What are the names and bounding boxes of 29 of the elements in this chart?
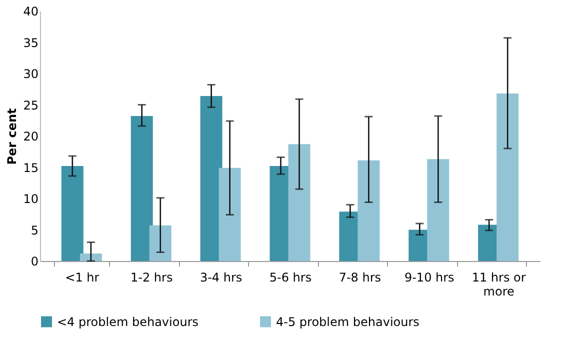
bar bbox=[130, 116, 153, 261]
y-axis-title: Per cent bbox=[5, 108, 20, 165]
y-tick-label: 10 bbox=[23, 192, 38, 206]
bar bbox=[288, 144, 310, 261]
legend-label: 4-5 problem behaviours bbox=[276, 314, 420, 329]
x-tick-label: 11 hrs or more bbox=[472, 270, 526, 298]
x-tick-label: 5-6 hrs bbox=[269, 270, 312, 284]
bar bbox=[218, 168, 241, 261]
x-tick-label: 1-2 hrs bbox=[130, 270, 173, 284]
y-tick-label: 15 bbox=[23, 160, 38, 175]
y-tick-label: 40 bbox=[23, 4, 38, 18]
y-tick-label: 35 bbox=[23, 36, 38, 50]
bar bbox=[61, 166, 84, 261]
bar bbox=[80, 254, 102, 261]
bar bbox=[149, 225, 172, 261]
y-tick-label: 30 bbox=[23, 67, 38, 81]
x-tick-label: 3-4 hrs bbox=[200, 270, 242, 284]
x-tick-label: 9-10 hrs bbox=[404, 270, 454, 284]
y-tick-label: 0 bbox=[30, 254, 38, 268]
bar bbox=[358, 160, 380, 261]
y-tick-label: 5 bbox=[30, 223, 38, 238]
legend-label: <4 problem behaviours bbox=[57, 314, 198, 329]
bar bbox=[427, 159, 450, 261]
x-tick-label: 7-8 hrs bbox=[338, 270, 382, 284]
bar bbox=[200, 96, 222, 261]
bar bbox=[496, 94, 519, 261]
y-tick-label: 25 bbox=[23, 98, 38, 112]
y-tick-label: 20 bbox=[23, 130, 38, 144]
x-tick-label: <1 hr bbox=[65, 270, 100, 284]
